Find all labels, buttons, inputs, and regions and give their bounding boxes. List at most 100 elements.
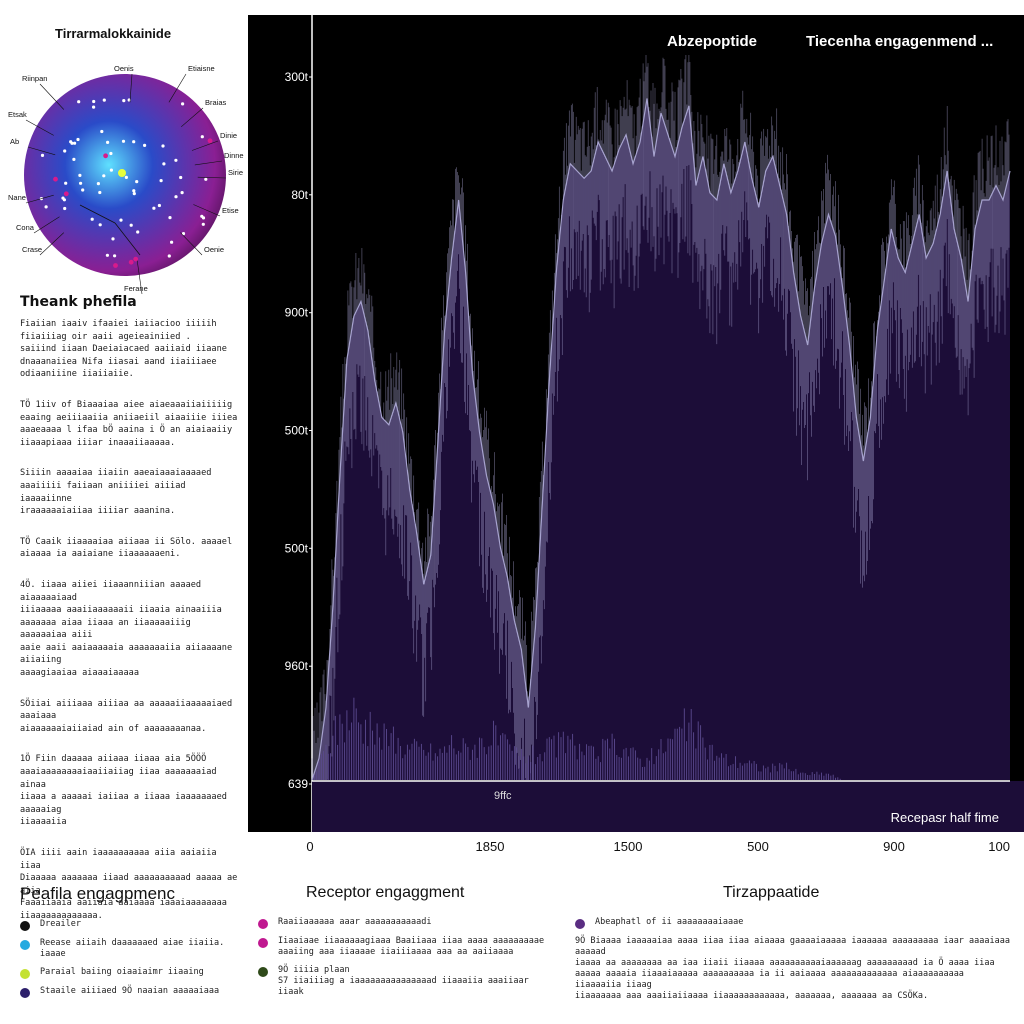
legend-item: Staaile aiiiaed 9Ö naaian aaaaaiaaa xyxy=(20,986,250,998)
sphere-dot xyxy=(81,188,85,192)
y-tick-label: 960t xyxy=(285,659,309,673)
sphere-dot xyxy=(200,135,204,139)
sphere-dot xyxy=(161,144,165,148)
sphere-dot xyxy=(174,158,178,162)
sphere-dot xyxy=(157,203,161,208)
sphere-dot xyxy=(62,198,66,202)
legend-item: Raaiiaaaaaa aaar aaaaaaaaaaadi xyxy=(258,917,558,929)
sphere-dot xyxy=(207,138,213,144)
sphere-dot xyxy=(111,237,115,241)
sphere-label: Etise xyxy=(222,206,239,215)
sphere-leader xyxy=(129,73,133,103)
sphere-dot xyxy=(73,141,77,145)
panel-paragraph: 1Ö Fiin daaaaa aiiaaa iiaaa aia 5ÖÖÖ aaa… xyxy=(20,754,227,828)
x-tick-label: 1850 xyxy=(476,839,505,854)
legend-peafila: Peafila engagpmenc Dreailer Reease aiiaih… xyxy=(20,884,250,1005)
sphere-dot xyxy=(162,162,166,166)
header-label-1: Abzepoptide xyxy=(667,33,757,50)
legend-item-label: Iiaaiaae iiaaaaaagiaaa Baaiiaaa iiaa aaa… xyxy=(278,936,545,957)
sphere-dot xyxy=(204,177,208,181)
sphere-leader xyxy=(27,146,56,156)
legend-swatch xyxy=(258,938,268,948)
legend-item-label: 9Ö iiiia plaan S7 iiaiiiag a iaaaaaaaaaa… xyxy=(278,965,529,997)
x-axis-label: Recepasr half fime xyxy=(891,810,999,825)
sphere-dot xyxy=(98,190,102,195)
y-tick-label: 300t xyxy=(285,70,309,84)
sphere-dot xyxy=(135,180,139,184)
sphere-label: Sirie xyxy=(228,168,243,177)
series-noise xyxy=(311,55,1010,780)
x-ticks: 0 1850 1500 500 900 100 xyxy=(306,839,1010,854)
sphere-dot xyxy=(167,254,171,258)
sphere-label: Nane xyxy=(8,193,26,202)
legend-item-label: Dreailer xyxy=(40,919,81,929)
sphere-dot xyxy=(102,174,106,178)
sphere-dot xyxy=(181,232,186,236)
sphere-label: Crase xyxy=(22,245,42,254)
sphere-dot xyxy=(170,240,174,244)
legend-item-label: Staaile aiiiaed 9Ö naaian aaaaaiaaa xyxy=(40,986,220,996)
sphere-label: Dinie xyxy=(220,131,237,140)
sphere-dot xyxy=(122,99,126,103)
sphere-link xyxy=(79,204,116,224)
sphere-leader xyxy=(193,204,221,217)
y-tick-label: 639 xyxy=(288,777,308,791)
sphere-label: Dinne xyxy=(224,151,244,160)
y-tick-label: 80t xyxy=(291,188,308,202)
sphere-leader xyxy=(194,160,223,166)
sphere-dot xyxy=(105,253,109,257)
sphere-title: Tirrarmalokkainide xyxy=(55,26,172,41)
y-tick-label: 500t xyxy=(285,424,309,438)
legend-items: Dreailer Reease aiiaih daaaaaaed aiae iia… xyxy=(20,919,250,998)
sphere-link xyxy=(114,222,141,256)
sphere-core-dot xyxy=(118,169,126,177)
sphere-label: Ab xyxy=(10,137,19,146)
sphere-leader xyxy=(181,107,204,128)
sphere-label: Etsak xyxy=(8,110,27,119)
annotation-label: 9ffc xyxy=(494,790,512,802)
sphere-dot xyxy=(92,105,96,109)
panel-paragraph: TÖ 1iiv of Biaaaiaa aiee aiaeaaaiiaiiiii… xyxy=(20,399,238,448)
legend-items: Abeaphatl of ii aaaaaaaaiaaae xyxy=(575,917,1015,929)
panel-paragraph: 4Ö. iiaaa aiiei iiaaanniiian aaaaed aiaa… xyxy=(20,579,233,679)
panel-paragraph: Fiaiian iaaiv ifaaiei iaiiacioo iiiiih f… xyxy=(20,319,227,380)
sphere-dot xyxy=(152,206,156,210)
sphere-dot xyxy=(179,175,183,180)
legend-item: Abeaphatl of ii aaaaaaaaiaaae xyxy=(575,917,1015,929)
panel-paragraphs: Fiaiian iaaiv ifaaiei iaiiacioo iiiiih f… xyxy=(20,318,240,941)
sphere-label: Oenie xyxy=(204,245,224,254)
legend-title: Receptor engaggment xyxy=(306,884,465,901)
sphere-dot xyxy=(129,223,133,227)
sphere-dot xyxy=(98,223,102,227)
sphere-dot xyxy=(44,205,48,209)
sphere-dot xyxy=(64,181,68,185)
x-tick-label: 500 xyxy=(747,839,769,854)
sphere-dot xyxy=(100,129,104,134)
legend-receptor: Receptor engaggment Raaiiaaaaaa aaar aaa… xyxy=(258,884,558,1005)
sphere-dot xyxy=(96,182,100,186)
sphere-labels: Riinpan Oenis Etiaisne Etsak Braias Ab Dinie Di… xyxy=(8,64,244,295)
sphere-dot xyxy=(124,175,128,179)
legend-item-label: Raaiiaaaaaa aaar aaaaaaaaaaadi xyxy=(278,917,432,927)
sphere-dot xyxy=(77,100,81,104)
sphere-dot xyxy=(181,102,185,106)
sphere-dot xyxy=(63,149,67,153)
sphere-leader xyxy=(168,73,187,103)
sphere-dot xyxy=(53,176,58,182)
sphere-dot xyxy=(79,181,83,185)
sphere-dot xyxy=(109,151,113,156)
sphere-dot xyxy=(113,254,117,258)
legend-swatch xyxy=(20,940,30,950)
y-tick-label: 500t xyxy=(285,541,309,555)
panel-paragraph: SÖiiai aiiiaaa aiiiaa aa aaaaaiiaaaaaiae… xyxy=(20,698,233,734)
sphere-dots xyxy=(39,98,213,268)
legend-item-label: Reease aiiaih daaaaaaed aiae iiaiia. iaa… xyxy=(40,938,225,959)
sphere-dot xyxy=(174,195,178,199)
sphere-dot xyxy=(121,139,126,143)
sphere-dot xyxy=(103,153,108,159)
sphere-dot xyxy=(132,140,136,144)
sphere-leader xyxy=(136,260,143,295)
sphere-dot xyxy=(113,263,118,268)
sphere-diagram: Riinpan Oenis Etiaisne Etsak Braias Ab Dinie Di… xyxy=(8,64,244,295)
x-tick-label: 0 xyxy=(306,839,313,854)
